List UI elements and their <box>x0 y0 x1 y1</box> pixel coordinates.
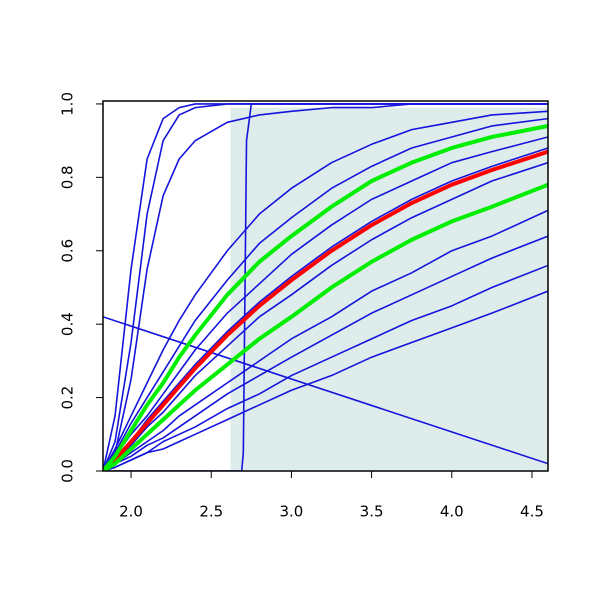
curve <box>103 136 548 471</box>
x-tick-label: 4.0 <box>440 503 464 521</box>
curve <box>103 209 548 471</box>
plot-area <box>103 103 548 471</box>
plot-frame <box>102 100 549 472</box>
x-tick-label: 4.5 <box>520 503 544 521</box>
x-tick-label: 2.0 <box>119 503 143 521</box>
curve <box>103 117 548 471</box>
x-tick-label: 3.0 <box>279 503 303 521</box>
x-tick-label: 2.5 <box>199 503 223 521</box>
y-tick-label: 0.6 <box>59 239 77 263</box>
curve <box>103 316 548 465</box>
curve <box>103 103 548 471</box>
curve <box>103 123 548 471</box>
axes: 2.0 2.5 3.0 3.5 4.0 4.5 0.0 0.2 0.4 0.6 0.8 1.0 <box>59 92 544 520</box>
curve <box>103 110 548 471</box>
curve <box>103 161 548 471</box>
y-tick-label: 0.4 <box>59 312 77 336</box>
y-tick-label: 1.0 <box>59 92 77 116</box>
curve <box>103 149 548 471</box>
y-tick-label: 0.0 <box>59 459 77 483</box>
y-tick-label: 0.8 <box>59 165 77 189</box>
x-tick-label: 3.5 <box>360 503 384 521</box>
y-tick-label: 0.2 <box>59 386 77 410</box>
curve <box>103 182 548 471</box>
